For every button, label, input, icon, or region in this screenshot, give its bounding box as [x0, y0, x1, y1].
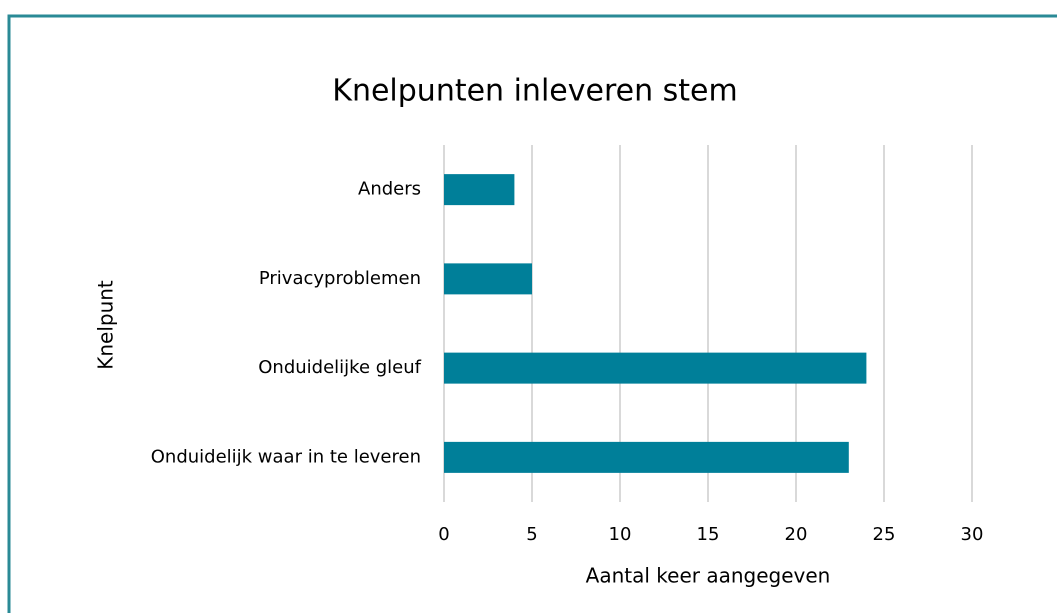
x-tick-label: 20	[785, 524, 808, 545]
bar	[444, 174, 515, 206]
x-axis-title: Aantal keer aangegeven	[586, 564, 831, 588]
x-tick-label: 10	[609, 524, 632, 545]
bar	[444, 263, 532, 295]
bar	[444, 441, 849, 473]
y-axis-title: Knelpunt	[94, 280, 118, 370]
y-tick-label: Onduidelijk waar in te leveren	[151, 446, 421, 467]
y-tick-label: Anders	[358, 179, 421, 200]
frame	[7, 14, 1057, 613]
y-tick-label: Privacyproblemen	[259, 268, 421, 289]
bar	[444, 352, 867, 384]
x-tick-label: 25	[873, 524, 896, 545]
y-tick-label: Onduidelijke gleuf	[258, 357, 421, 378]
x-tick-label: 0	[438, 524, 449, 545]
chart-title: Knelpunten inleveren stem	[332, 74, 737, 109]
x-tick-label: 15	[697, 524, 720, 545]
x-tick-label: 30	[961, 524, 984, 545]
x-tick-label: 5	[526, 524, 537, 545]
